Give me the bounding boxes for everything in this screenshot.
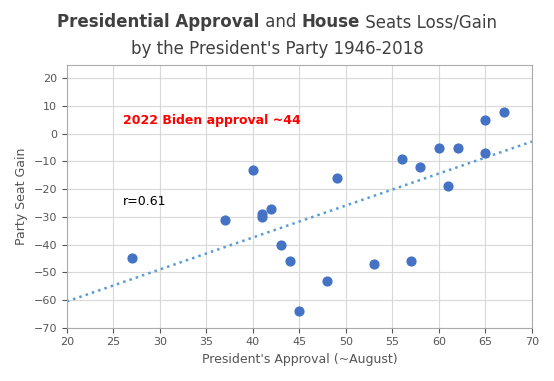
Point (276, 242, 285, 248)
Text: Presidential Approval: Presidential Approval (57, 13, 260, 31)
Text: r=0.61: r=0.61 (122, 195, 166, 208)
Point (332, 175, 341, 181)
Point (434, 145, 443, 151)
Point (397, 156, 406, 162)
Point (481, 117, 490, 123)
Point (416, 164, 425, 170)
Point (481, 150, 490, 156)
Point (407, 258, 416, 264)
Y-axis label: Party Seat Gain: Party Seat Gain (15, 147, 28, 245)
Text: House: House (301, 13, 360, 31)
Point (295, 308, 304, 314)
Text: 2022 Biden approval ~44: 2022 Biden approval ~44 (122, 114, 300, 127)
Point (370, 261, 378, 267)
X-axis label: President's Approval (~August): President's Approval (~August) (202, 353, 397, 366)
Text: Seats Loss/Gain: Seats Loss/Gain (360, 13, 497, 31)
Point (267, 205, 276, 211)
Point (220, 217, 229, 223)
Point (286, 258, 295, 264)
Point (127, 255, 136, 261)
Text: and: and (260, 13, 301, 31)
Point (258, 214, 266, 220)
Point (444, 183, 453, 189)
Text: by the President's Party 1946-2018: by the President's Party 1946-2018 (131, 40, 423, 58)
Point (258, 211, 266, 217)
Point (323, 278, 332, 284)
Point (453, 145, 462, 151)
Point (500, 109, 509, 115)
Point (248, 167, 257, 173)
